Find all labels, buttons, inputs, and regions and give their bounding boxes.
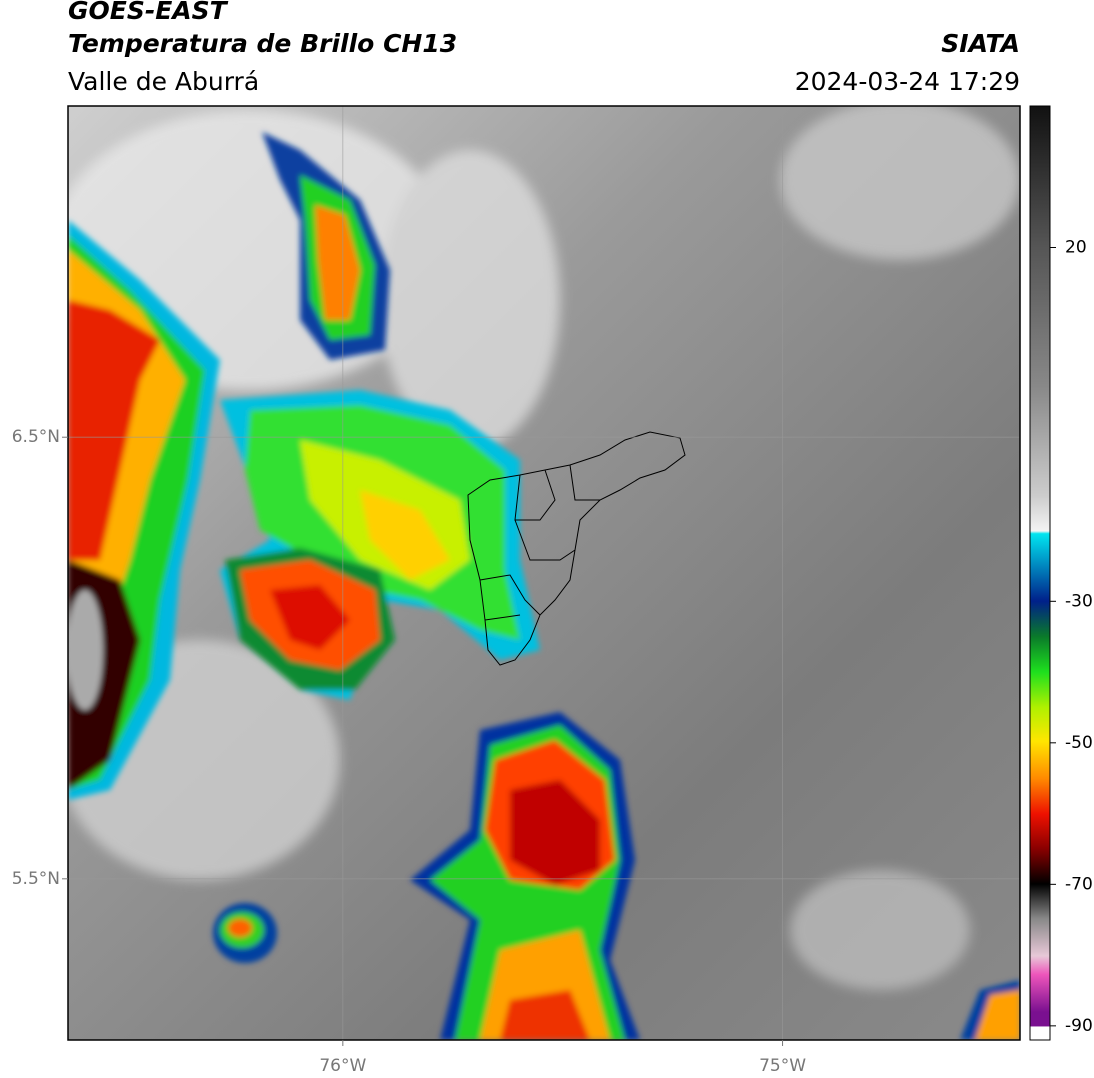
y-tick-label: 6.5°N [12,427,60,447]
source: SIATA [941,29,1020,58]
region: Valle de Aburrá [68,67,259,96]
satellite-image [68,106,1020,1040]
colorbar-tick-label: -30 [1065,591,1093,611]
colorbar-tick-label: -70 [1065,874,1093,894]
x-tick-label: 76°W [319,1056,366,1076]
title: GOES-EAST [68,0,229,25]
datetime: 2024-03-24 17:29 [795,67,1020,96]
colorbar-tick-label: -90 [1065,1016,1093,1036]
colorbar [1029,105,1051,1041]
map-frame [67,105,1021,1041]
subtitle: Temperatura de Brillo CH13 [68,29,457,58]
y-tick-label: 5.5°N [12,869,60,889]
colorbar-tick-label: -50 [1065,733,1093,753]
graticule [68,106,1020,1040]
x-tick-label: 75°W [759,1056,806,1076]
colorbar-tick-label: 20 [1065,238,1087,258]
